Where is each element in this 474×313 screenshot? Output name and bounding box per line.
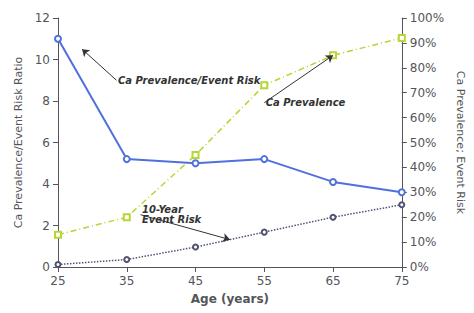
svg-text:10: 10	[35, 53, 50, 67]
svg-text:Ca Prevalence/Event Risk: Ca Prevalence/Event Risk	[118, 75, 262, 86]
svg-text:Ca Prevalence/Event Risk Ratio: Ca Prevalence/Event Risk Ratio	[12, 56, 25, 228]
svg-text:80%: 80%	[410, 61, 437, 75]
svg-text:20%: 20%	[410, 210, 437, 224]
svg-text:Age (years): Age (years)	[191, 292, 269, 306]
svg-text:0: 0	[42, 260, 50, 274]
svg-text:10%: 10%	[410, 235, 437, 249]
svg-text:10-Year: 10-Year	[142, 204, 183, 216]
svg-text:0%: 0%	[410, 260, 429, 274]
svg-text:100%: 100%	[410, 11, 444, 25]
svg-text:Ca Prevalence; Event Risk: Ca Prevalence; Event Risk	[454, 71, 467, 215]
svg-text:65: 65	[325, 274, 340, 288]
svg-text:50%: 50%	[410, 136, 437, 150]
svg-text:45: 45	[188, 274, 203, 288]
svg-text:40%: 40%	[410, 160, 437, 174]
svg-text:12: 12	[35, 11, 50, 25]
svg-text:6: 6	[42, 136, 50, 150]
svg-text:90%: 90%	[410, 36, 437, 50]
svg-text:Ca Prevalence: Ca Prevalence	[266, 97, 346, 108]
svg-text:Event Risk: Event Risk	[142, 214, 203, 225]
svg-text:8: 8	[42, 94, 50, 108]
svg-text:2: 2	[42, 219, 50, 233]
svg-text:60%: 60%	[410, 111, 437, 125]
svg-text:75: 75	[394, 274, 409, 288]
svg-text:25: 25	[50, 274, 65, 288]
svg-text:70%: 70%	[410, 86, 437, 100]
svg-text:55: 55	[257, 274, 272, 288]
svg-text:35: 35	[119, 274, 134, 288]
svg-text:30%: 30%	[410, 185, 437, 199]
svg-text:4: 4	[42, 177, 50, 191]
